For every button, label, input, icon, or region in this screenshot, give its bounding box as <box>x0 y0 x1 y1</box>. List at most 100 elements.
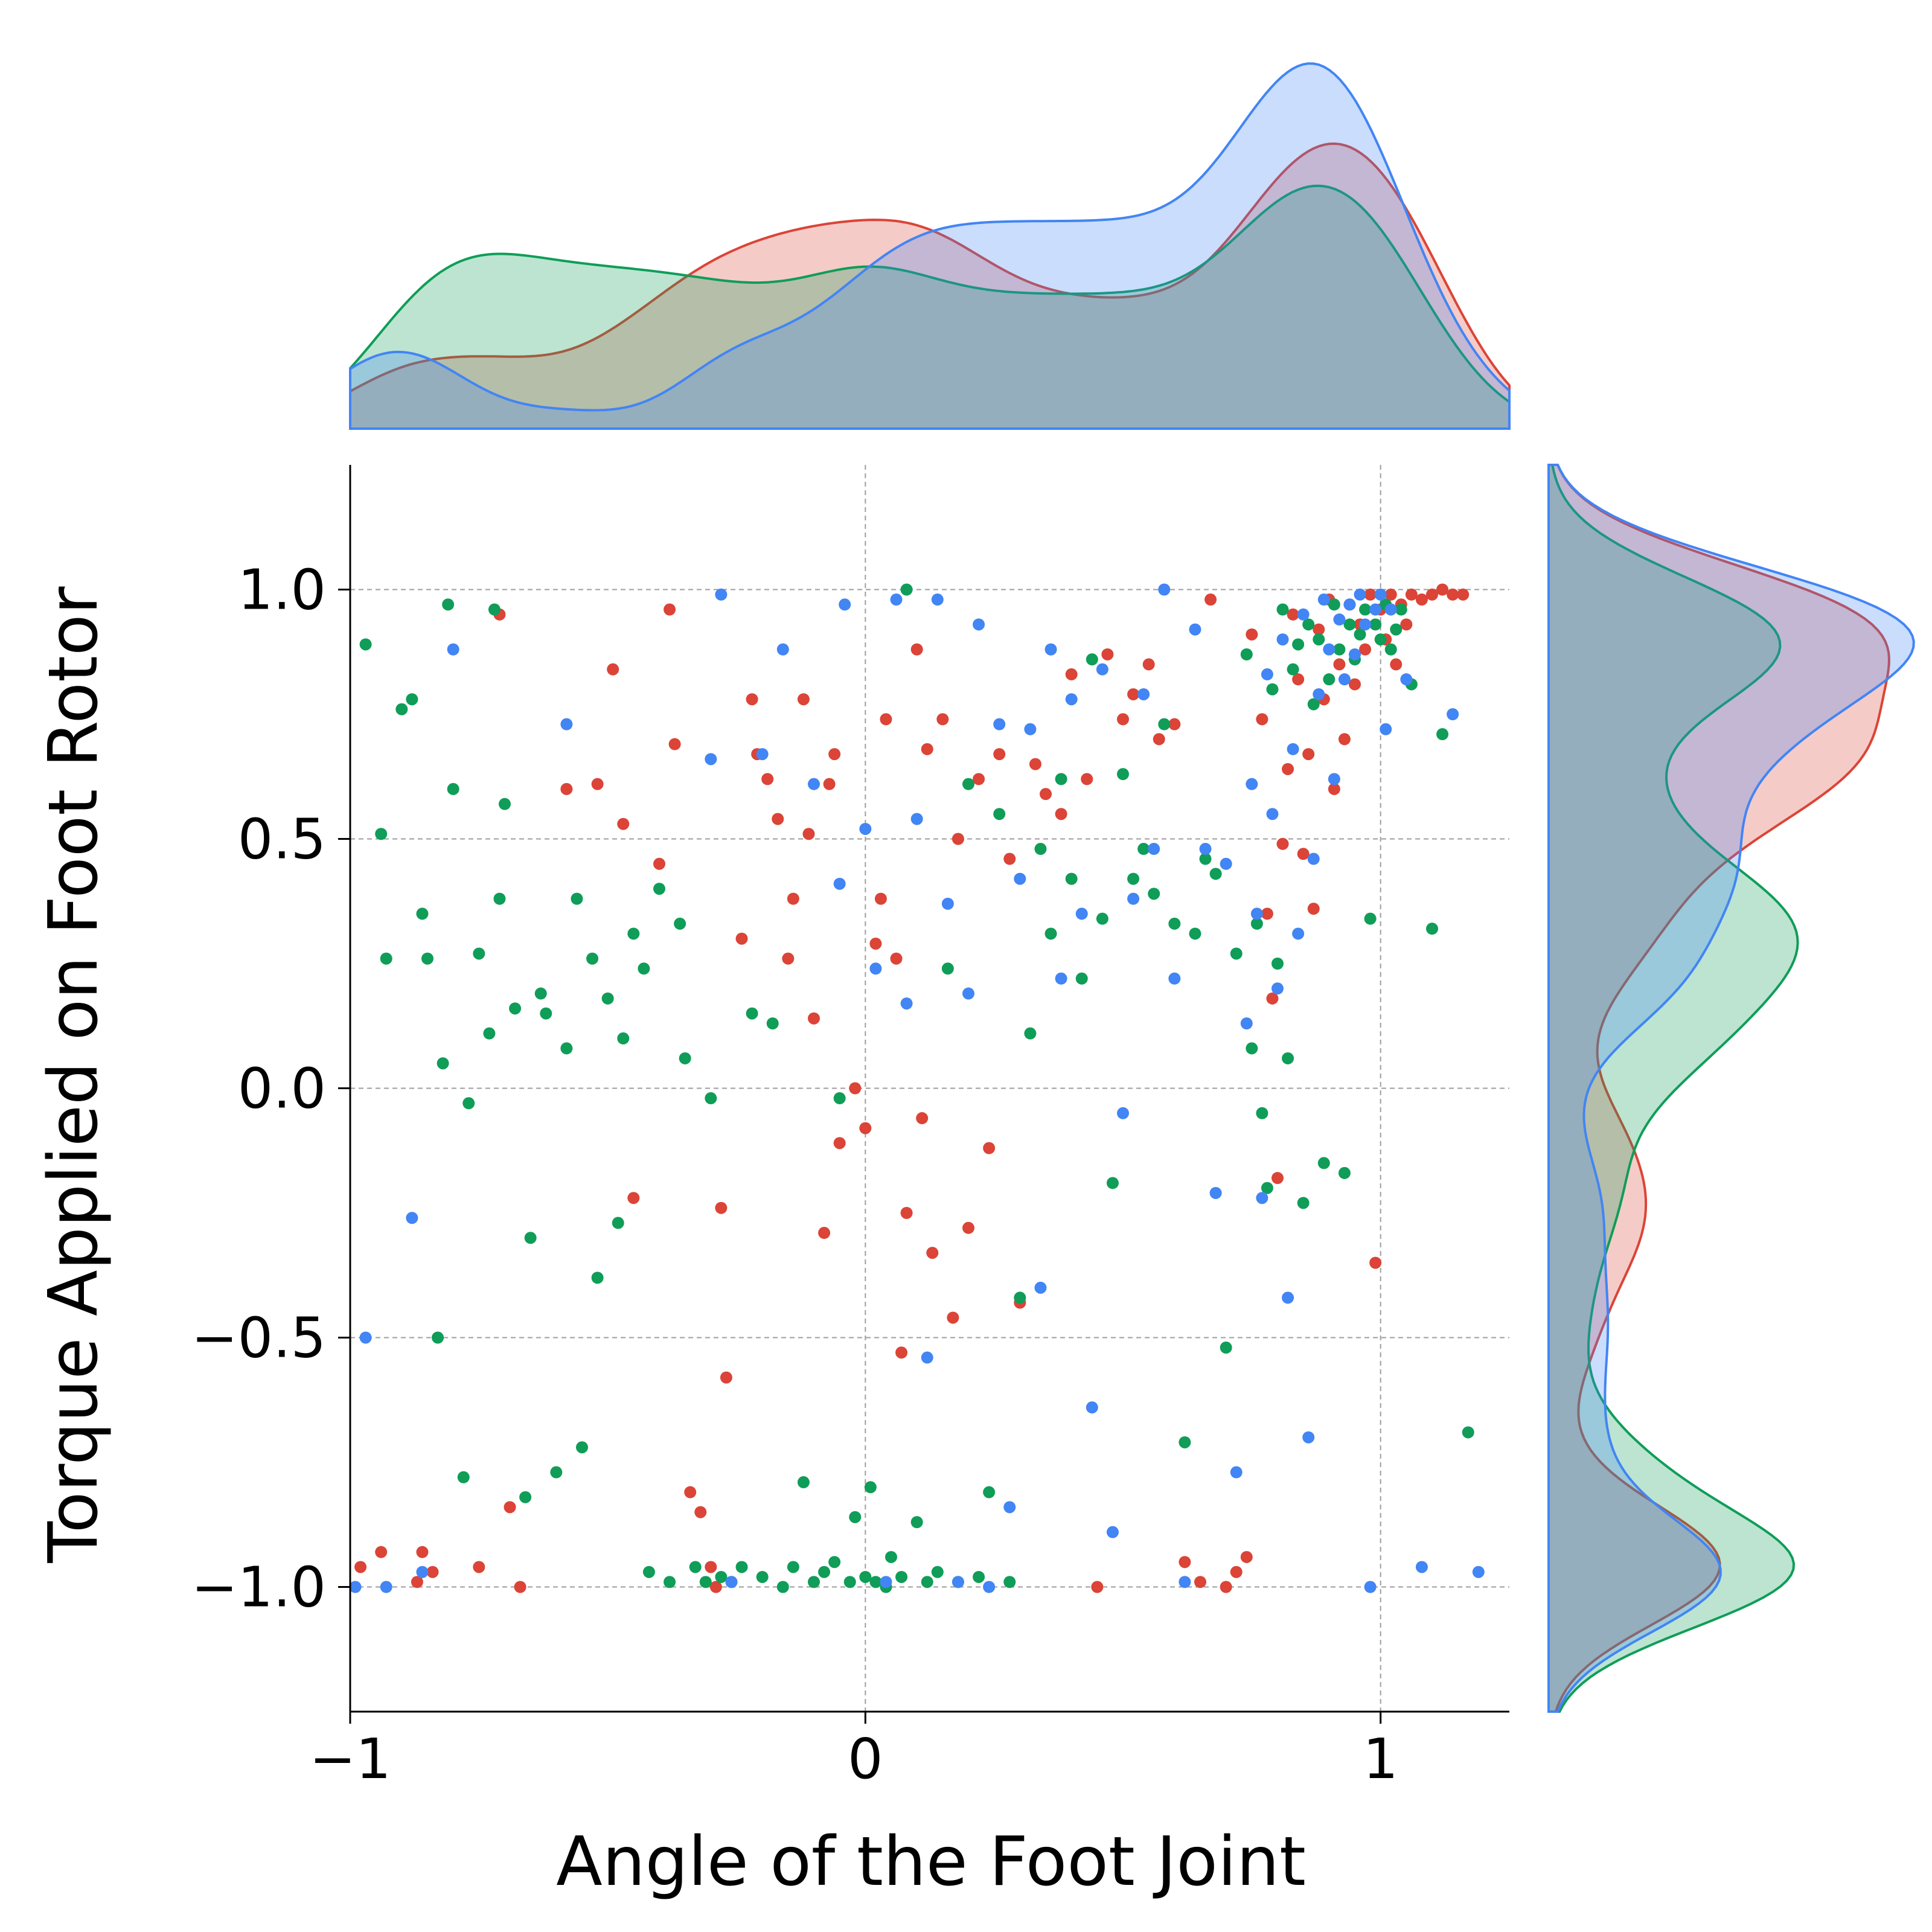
point-s1-37 <box>674 917 686 930</box>
point-s0-76 <box>1246 628 1258 641</box>
point-s1-94 <box>1220 1342 1232 1354</box>
point-s2-61 <box>1287 743 1299 755</box>
point-s1-52 <box>818 1566 831 1578</box>
point-s2-53 <box>1246 778 1258 790</box>
point-s2-4 <box>416 1566 429 1578</box>
point-s0-20 <box>709 1581 722 1593</box>
point-s0-33 <box>818 1227 831 1239</box>
point-s2-63 <box>1297 608 1310 621</box>
point-s0-49 <box>936 713 949 726</box>
point-s0-70 <box>1179 1556 1191 1569</box>
point-s0-13 <box>627 1192 640 1204</box>
point-s0-88 <box>1313 623 1325 636</box>
point-s0-69 <box>1168 718 1181 731</box>
point-s1-11 <box>457 1471 470 1483</box>
point-s0-110 <box>1447 588 1459 601</box>
point-s0-28 <box>782 952 795 965</box>
point-s0-86 <box>1302 748 1315 761</box>
point-s1-64 <box>910 1516 923 1529</box>
point-s1-1 <box>375 828 388 840</box>
y-tick-label-3: 0.5 <box>238 807 326 872</box>
point-s0-61 <box>1065 668 1078 680</box>
point-s1-84 <box>1117 768 1129 781</box>
point-s1-36 <box>664 1576 676 1588</box>
point-s2-52 <box>1240 1017 1253 1030</box>
point-s0-7 <box>504 1501 516 1514</box>
point-s1-73 <box>1003 1576 1016 1588</box>
point-s1-38 <box>679 1052 691 1064</box>
point-s2-27 <box>983 1581 996 1593</box>
point-s1-72 <box>993 808 1006 820</box>
point-s0-68 <box>1153 733 1165 746</box>
point-s1-97 <box>1246 1042 1258 1055</box>
point-s1-87 <box>1148 888 1160 900</box>
point-s2-20 <box>910 813 923 825</box>
point-s0-23 <box>735 932 748 945</box>
point-s1-46 <box>756 1570 769 1583</box>
point-s1-100 <box>1261 1182 1273 1194</box>
point-s1-41 <box>705 1092 717 1105</box>
point-s0-98 <box>1364 588 1377 601</box>
point-s1-35 <box>653 883 665 895</box>
point-s1-121 <box>1369 618 1382 631</box>
point-s2-3 <box>406 1212 418 1224</box>
point-s0-45 <box>910 643 923 656</box>
point-s2-60 <box>1282 1291 1294 1304</box>
point-s2-38 <box>1096 663 1108 676</box>
point-s2-57 <box>1266 808 1279 820</box>
point-s1-4 <box>406 693 418 706</box>
point-s0-87 <box>1307 903 1320 915</box>
point-s2-36 <box>1075 907 1088 920</box>
point-s0-12 <box>617 817 630 830</box>
point-s2-37 <box>1086 1401 1098 1414</box>
point-s2-46 <box>1179 1576 1191 1588</box>
point-s1-107 <box>1297 1197 1310 1209</box>
point-s1-66 <box>931 1566 944 1578</box>
point-s2-12 <box>808 778 820 790</box>
point-s1-53 <box>828 1556 841 1569</box>
point-s2-67 <box>1317 593 1330 606</box>
point-s1-14 <box>483 1027 496 1040</box>
point-s1-3 <box>395 703 408 715</box>
point-s0-22 <box>715 1201 728 1214</box>
point-s0-59 <box>1040 788 1052 801</box>
point-s1-23 <box>550 1466 563 1479</box>
point-s2-80 <box>1384 603 1397 616</box>
point-s2-59 <box>1276 633 1289 646</box>
point-s1-122 <box>1374 633 1387 646</box>
point-s2-48 <box>1199 843 1212 856</box>
point-s1-78 <box>1055 773 1067 785</box>
point-s0-14 <box>653 857 665 870</box>
point-s2-74 <box>1354 588 1366 601</box>
point-s2-18 <box>890 593 903 606</box>
point-s1-98 <box>1250 917 1263 930</box>
point-s0-50 <box>947 1311 959 1324</box>
point-s0-56 <box>1003 852 1016 865</box>
point-s2-83 <box>1447 708 1459 720</box>
point-s2-66 <box>1313 688 1325 700</box>
point-s2-55 <box>1256 1192 1268 1204</box>
point-s1-89 <box>1168 917 1181 930</box>
point-s1-20 <box>524 1232 537 1244</box>
point-s1-90 <box>1179 1436 1191 1448</box>
point-s0-54 <box>983 1142 996 1154</box>
point-s0-41 <box>880 713 892 726</box>
point-s1-103 <box>1276 603 1289 616</box>
point-s1-120 <box>1364 912 1377 925</box>
point-s0-72 <box>1204 593 1217 606</box>
point-s1-83 <box>1106 1177 1119 1189</box>
point-s0-81 <box>1276 837 1289 850</box>
point-s0-83 <box>1287 608 1299 621</box>
point-s2-21 <box>921 1351 933 1364</box>
point-s2-70 <box>1333 613 1346 626</box>
point-s1-48 <box>776 1581 789 1593</box>
point-s2-84 <box>1472 1566 1485 1578</box>
point-s1-85 <box>1127 872 1140 885</box>
point-s2-51 <box>1230 1466 1243 1479</box>
point-s1-59 <box>869 1576 882 1588</box>
y-axis-label: Torque Applied on Foot Rotor <box>34 586 113 1563</box>
point-s2-71 <box>1338 673 1351 686</box>
point-s1-115 <box>1338 1166 1351 1179</box>
point-s1-62 <box>895 1570 908 1583</box>
